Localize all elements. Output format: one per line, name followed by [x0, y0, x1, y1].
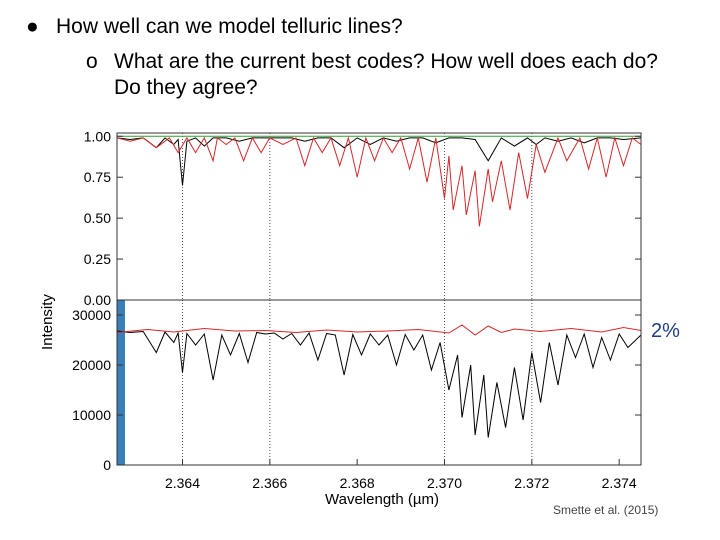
series-line-bottom-1	[116, 324, 642, 336]
y-tick-label: 30000	[72, 307, 111, 323]
x-tick-label: 2.372	[514, 475, 549, 491]
y-tick-label: 10000	[72, 407, 111, 423]
x-tick-label: 2.368	[340, 475, 375, 491]
series-line-top-1	[116, 135, 642, 227]
y-tick-label: 0	[103, 457, 111, 473]
x-tick-label: 2.366	[252, 475, 287, 491]
y-tick-label: 1.00	[84, 128, 111, 144]
x-tick-label: 2.370	[427, 475, 462, 491]
x-tick-label: 2.374	[602, 475, 637, 491]
y-tick-label: 0.75	[84, 169, 111, 185]
sub-bullet-text: What are the current best codes? How wel…	[114, 50, 658, 99]
blue-edge-bar	[117, 300, 125, 465]
y-tick-label: 0.50	[84, 210, 111, 226]
y-tick-label: 0.00	[84, 292, 111, 308]
bullet-marker: ●	[26, 15, 39, 38]
bottom-panel-frame	[116, 299, 642, 466]
figure-background	[117, 132, 641, 465]
series-line-top-0	[116, 137, 642, 186]
x-axis-label: Wavelength (µm)	[325, 491, 439, 508]
x-tick-label: 2.364	[165, 475, 200, 491]
series-line-bottom-0	[116, 330, 642, 438]
sub-bullet-marker: o	[86, 50, 98, 73]
citation: Smette et al. (2015)	[553, 503, 659, 517]
y-axis-label: Intensity	[39, 294, 56, 350]
bullet-text: How well can we model telluric lines?	[56, 15, 403, 38]
percent-annotation: 2%	[651, 320, 680, 342]
y-tick-label: 0.25	[84, 251, 111, 267]
y-tick-label: 20000	[72, 357, 111, 373]
